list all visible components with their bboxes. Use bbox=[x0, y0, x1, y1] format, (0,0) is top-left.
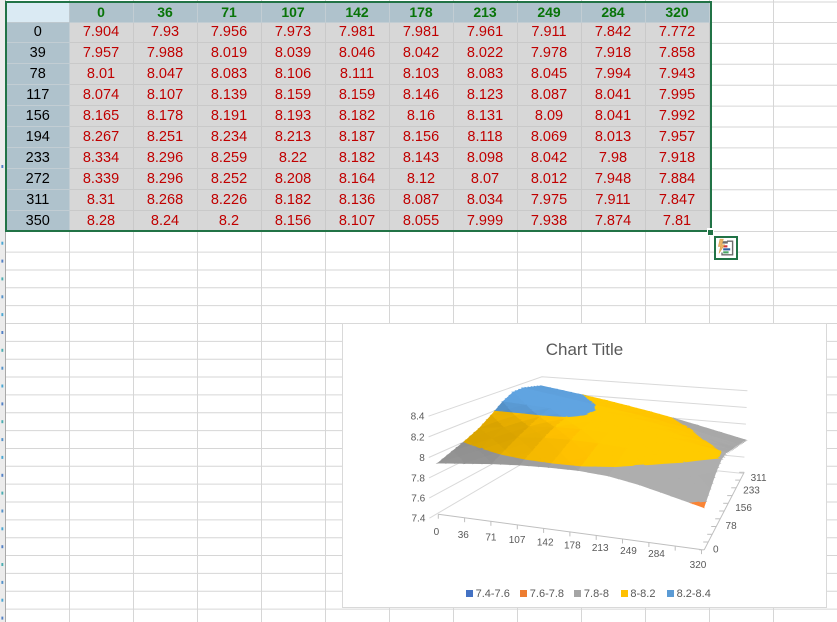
svg-text:78: 78 bbox=[726, 521, 738, 532]
svg-text:8.4: 8.4 bbox=[411, 412, 425, 423]
svg-text:178: 178 bbox=[564, 541, 581, 552]
svg-text:233: 233 bbox=[743, 486, 760, 497]
svg-text:311: 311 bbox=[751, 473, 767, 484]
svg-text:36: 36 bbox=[458, 530, 470, 541]
svg-text:284: 284 bbox=[648, 549, 665, 560]
svg-text:7.8: 7.8 bbox=[411, 473, 425, 484]
svg-text:320: 320 bbox=[690, 560, 707, 571]
svg-text:213: 213 bbox=[592, 543, 609, 554]
svg-text:156: 156 bbox=[735, 503, 752, 514]
svg-text:0: 0 bbox=[713, 545, 719, 556]
svg-text:71: 71 bbox=[485, 532, 497, 543]
svg-text:107: 107 bbox=[509, 535, 526, 546]
svg-text:249: 249 bbox=[620, 546, 637, 557]
svg-text:7.4: 7.4 bbox=[411, 514, 425, 525]
svg-text:7.6: 7.6 bbox=[411, 494, 425, 505]
svg-text:8: 8 bbox=[419, 453, 425, 464]
svg-text:8.2: 8.2 bbox=[411, 432, 425, 443]
svg-text:0: 0 bbox=[434, 527, 440, 538]
svg-text:142: 142 bbox=[537, 538, 554, 549]
